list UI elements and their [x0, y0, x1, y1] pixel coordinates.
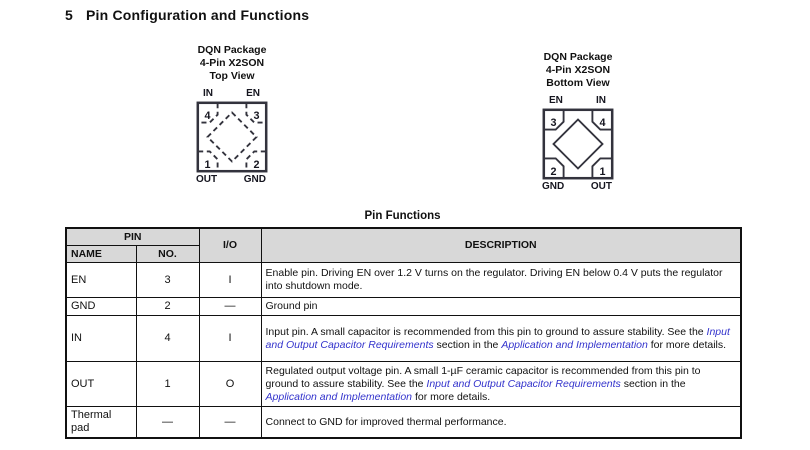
- table-row: EN 3 I Enable pin. Driving EN over 1.2 V tu…: [65, 262, 742, 298]
- table-row: OUT 1 O Regulated output voltage pin. A sma…: [65, 361, 742, 407]
- pin-table-header: PIN I/O DESCRIPTION NAME NO.: [65, 227, 742, 263]
- chip-outline-bottom-view: 3 4 2 1: [542, 108, 614, 180]
- pin-number-cell: 3: [135, 262, 200, 298]
- chip-outline-top-view: 4 3 1 2: [196, 101, 268, 173]
- pin-number-tl: 4: [205, 110, 211, 122]
- thermal-pad-diamond: [206, 111, 258, 163]
- cross-reference-link[interactable]: Input and Output Capacitor Requirements: [265, 325, 730, 351]
- pin-label: GND: [542, 181, 565, 192]
- table-row: IN 4 I Input pin. A small capacitor is reco…: [65, 315, 742, 362]
- description-text: Ground pin: [265, 300, 318, 312]
- pin-io-cell: I: [198, 315, 262, 362]
- chip-body-outline: [542, 108, 614, 180]
- pin-number-cell: 1: [135, 361, 200, 407]
- pin-number-br: 1: [599, 166, 605, 178]
- package-title: DQN Package 4-Pin X2SON Top View: [198, 44, 267, 83]
- pad-outline-br: [245, 150, 266, 171]
- pin-name-cell: IN: [65, 315, 137, 362]
- pin-label: EN: [549, 95, 563, 106]
- bottom-pin-labels: GND OUT: [542, 180, 614, 193]
- pin-number-tr: 3: [253, 110, 259, 122]
- pin-number-tl: 3: [551, 117, 557, 129]
- header-name: NAME: [65, 245, 137, 263]
- package-diagram-bottom-view: DQN Package 4-Pin X2SON Bottom View EN I…: [503, 51, 653, 193]
- chip-drawing-wrap: IN EN 4 3 1 2 OU: [196, 88, 268, 186]
- table-row: Thermal pad — — Connect to GND for improved…: [65, 406, 742, 439]
- description-text: Input pin. A small capacitor is recommen…: [265, 325, 707, 338]
- package-title-line: 4-Pin X2SON: [199, 57, 265, 69]
- pad-outline-bl: [544, 157, 565, 178]
- pin-functions-table: PIN I/O DESCRIPTION NAME NO. EN 3 I Enable …: [65, 227, 743, 439]
- pin-table-body: EN 3 I Enable pin. Driving EN over 1.2 V tu…: [65, 262, 742, 439]
- pad-outline-tr: [591, 110, 612, 131]
- package-title-line: Bottom View: [546, 77, 610, 89]
- description-text: section in the: [433, 338, 502, 351]
- pin-io-cell: O: [198, 361, 262, 407]
- pin-number-br: 2: [253, 159, 259, 171]
- pin-description-cell: Connect to GND for improved thermal perf…: [260, 406, 742, 439]
- package-title-line: DQN Package: [197, 44, 267, 56]
- package-title: DQN Package 4-Pin X2SON Bottom View: [544, 51, 613, 90]
- description-text: Regulated output voltage pin. A small 1-…: [265, 364, 701, 390]
- description-text: for more details.: [647, 338, 727, 351]
- section-heading: 5 Pin Configuration and Functions: [65, 7, 309, 23]
- pin-number-bl: 2: [551, 166, 557, 178]
- pin-label: EN: [246, 88, 260, 99]
- pin-number-cell: 4: [135, 315, 200, 362]
- bottom-pin-labels: OUT GND: [196, 173, 268, 186]
- pin-description-cell: Enable pin. Driving EN over 1.2 V turns …: [260, 262, 742, 298]
- pad-outline-tl: [198, 103, 219, 124]
- thermal-pad-diamond: [552, 118, 604, 170]
- pin-label: IN: [203, 88, 213, 99]
- pin-io-cell: —: [198, 297, 262, 316]
- top-pin-labels: EN IN: [542, 95, 614, 108]
- chip-body-outline: [196, 101, 268, 173]
- cross-reference-link[interactable]: Application and Implementation: [265, 390, 413, 403]
- pin-number-cell: —: [135, 406, 200, 439]
- pin-label: OUT: [196, 174, 218, 185]
- cross-reference-link[interactable]: Input and Output Capacitor Requirements: [426, 377, 621, 390]
- header-description: DESCRIPTION: [260, 227, 742, 263]
- header-no: NO.: [135, 245, 200, 263]
- pin-number-tr: 4: [599, 117, 605, 129]
- description-text: section in the: [620, 377, 686, 390]
- pin-io-cell: I: [198, 262, 262, 298]
- description-text: Enable pin. Driving EN over 1.2 V turns …: [265, 267, 723, 292]
- pin-name-cell: GND: [65, 297, 137, 316]
- pin-description-cell: Regulated output voltage pin. A small 1-…: [260, 361, 742, 407]
- package-title-line: DQN Package: [543, 51, 613, 63]
- cross-reference-link[interactable]: Application and Implementation: [501, 338, 648, 351]
- pin-number-bl: 1: [205, 159, 211, 171]
- table-row: GND 2— Ground pin: [65, 297, 742, 316]
- pad-outline-bl: [198, 150, 219, 171]
- description-text: for more details.: [412, 390, 491, 403]
- pin-functions-table-title: Pin Functions: [364, 210, 441, 222]
- top-pin-labels: IN EN: [196, 88, 268, 101]
- section-number: 5: [65, 7, 73, 23]
- header-pin-group: PIN: [65, 227, 200, 246]
- package-diagram-top-view: DQN Package 4-Pin X2SON Top View IN EN 4: [157, 44, 307, 186]
- pin-description-cell: Ground pin: [260, 297, 742, 316]
- pad-outline-tr: [245, 103, 266, 124]
- pad-outline-br: [591, 157, 612, 178]
- pin-label: OUT: [590, 181, 612, 192]
- description-text: Connect to GND for improved thermal perf…: [265, 415, 507, 428]
- chip-drawing-wrap: EN IN 3 4 2 1 GN: [542, 95, 614, 193]
- header-io: I/O: [198, 227, 262, 263]
- package-title-line: 4-Pin X2SON: [545, 64, 611, 76]
- pin-name-cell: Thermal pad: [65, 406, 137, 439]
- pin-description-cell: Input pin. A small capacitor is recommen…: [260, 315, 742, 362]
- pin-number-cell: 2: [135, 297, 200, 316]
- pin-label: IN: [596, 95, 606, 106]
- pin-name-cell: OUT: [65, 361, 137, 407]
- pin-label: GND: [243, 174, 266, 185]
- pin-name-cell: EN: [65, 262, 137, 298]
- pad-outline-tl: [544, 110, 565, 131]
- package-title-line: Top View: [209, 70, 255, 82]
- section-title: Pin Configuration and Functions: [86, 7, 310, 23]
- pin-io-cell: —: [198, 406, 262, 439]
